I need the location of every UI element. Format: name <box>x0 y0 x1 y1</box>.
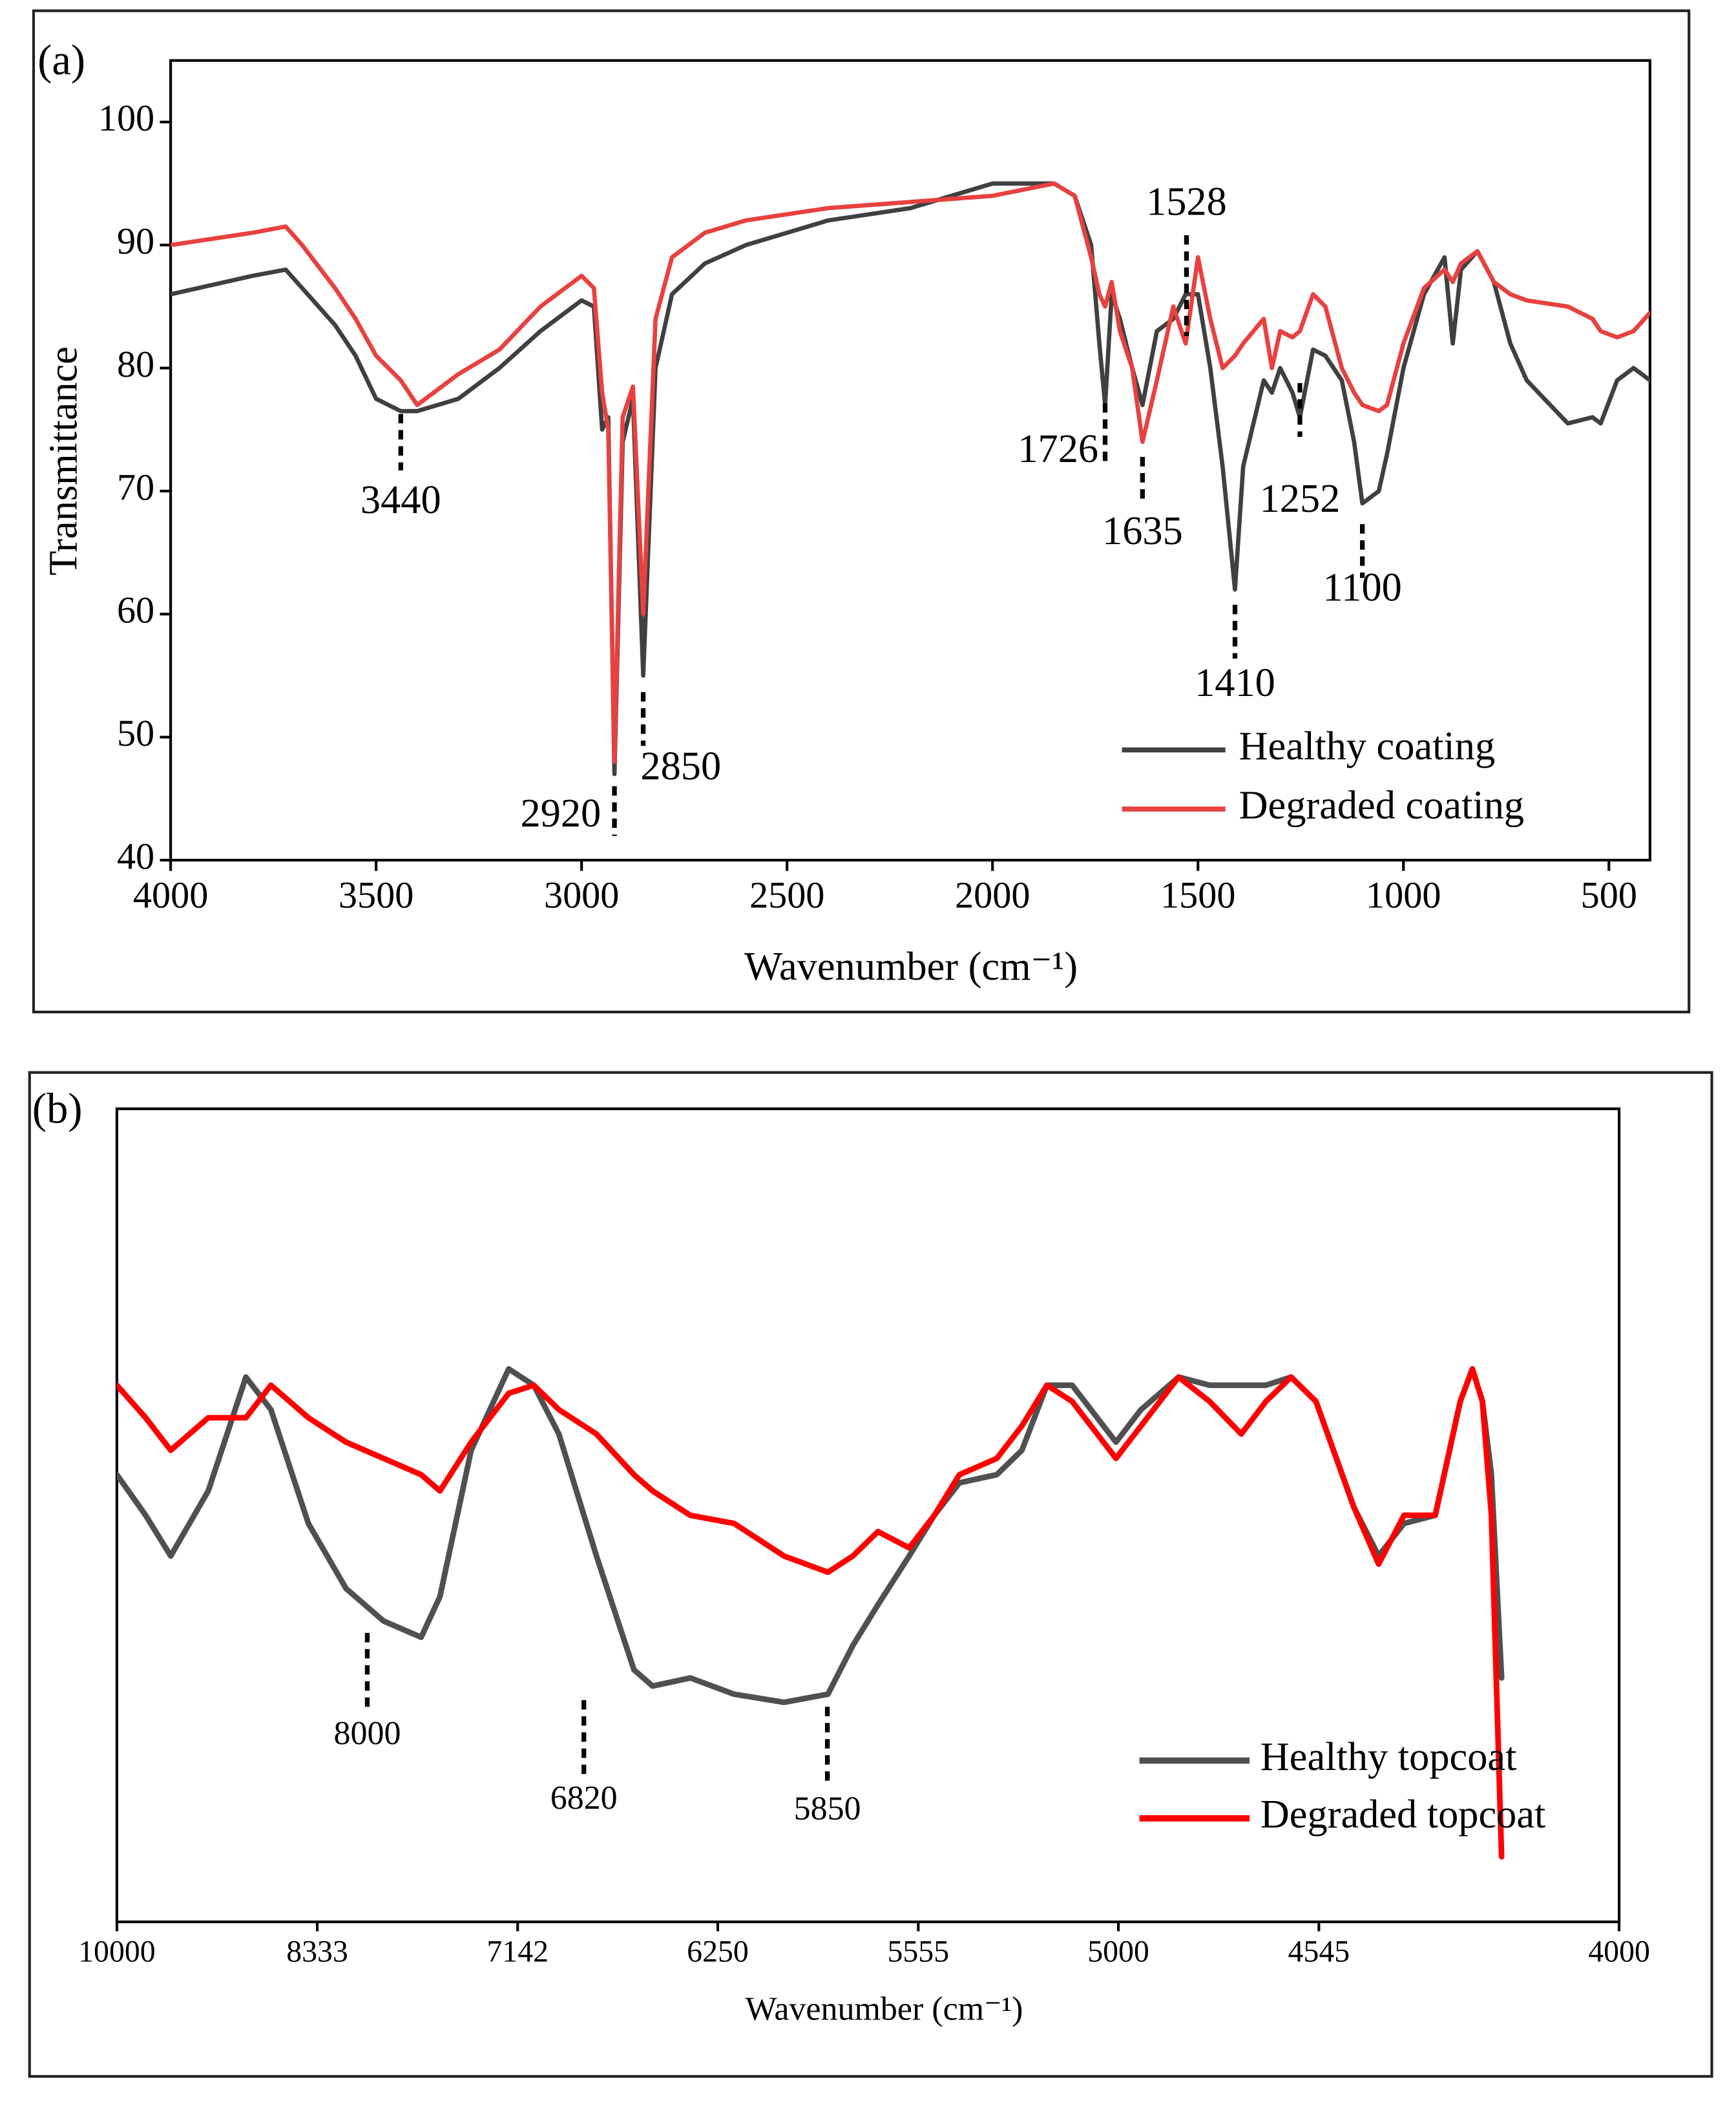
x-tick-label: 3000 <box>544 874 619 916</box>
legend-label: Healthy topcoat <box>1260 1734 1517 1779</box>
y-tick-label: 100 <box>98 97 154 139</box>
y-tick-label: 40 <box>117 835 154 877</box>
y-tick-label: 60 <box>117 589 154 631</box>
x-tick-label: 1500 <box>1160 874 1235 916</box>
peak-label: 3440 <box>361 478 441 522</box>
legend-label: Degraded coating <box>1239 783 1525 827</box>
x-tick-label: 10000 <box>78 1934 156 1968</box>
y-tick-label: 80 <box>117 343 154 385</box>
spectrum-line <box>171 181 1650 764</box>
peak-label: 8000 <box>333 1715 401 1752</box>
panel-a-frame <box>32 9 1691 1014</box>
x-tick-label: 500 <box>1581 874 1637 916</box>
x-axis-label: Wavenumber (cm⁻¹) <box>744 944 1078 989</box>
peak-label: 2850 <box>640 744 721 788</box>
y-tick-label: 50 <box>117 712 154 754</box>
x-tick-label: 5555 <box>887 1934 949 1968</box>
x-tick-label: 5000 <box>1087 1934 1149 1968</box>
plot-area <box>171 181 1650 777</box>
peak-label: 1100 <box>1323 565 1401 609</box>
peak-label: 5850 <box>794 1790 861 1827</box>
x-tick-label: 1000 <box>1366 874 1441 916</box>
y-tick-label: 90 <box>117 220 154 262</box>
x-tick-label: 4000 <box>133 874 208 916</box>
x-tick-label: 2000 <box>955 874 1030 916</box>
x-tick-label: 7142 <box>486 1934 549 1968</box>
plot-box <box>169 59 1651 862</box>
x-tick-label: 6250 <box>687 1934 749 1968</box>
panel-label: (a) <box>37 37 85 84</box>
peak-label: 1252 <box>1260 476 1341 521</box>
legend-label: Healthy coating <box>1239 724 1496 768</box>
peak-label: 1410 <box>1195 660 1275 705</box>
x-tick-label: 2500 <box>749 874 824 916</box>
spectrum-line <box>116 1366 1505 1705</box>
plot-area <box>116 1366 1505 1860</box>
spectrum-line <box>116 1366 1505 1860</box>
panel-label: (b) <box>32 1085 83 1132</box>
x-tick-label: 4000 <box>1588 1934 1650 1968</box>
peak-label: 6820 <box>550 1780 618 1816</box>
y-tick-label: 70 <box>117 466 154 508</box>
legend-label: Degraded topcoat <box>1260 1792 1546 1837</box>
peak-label: 1726 <box>1018 426 1098 471</box>
y-axis-label: Transmittance <box>41 346 85 576</box>
x-tick-label: 3500 <box>339 874 413 916</box>
peak-label: 1528 <box>1146 180 1227 224</box>
peak-label: 1635 <box>1102 509 1183 553</box>
panel-b-frame <box>28 1071 1713 2078</box>
x-tick-label: 8333 <box>286 1934 348 1968</box>
peak-label: 2920 <box>520 791 601 836</box>
plot-box <box>115 1107 1621 1924</box>
x-axis-label: Wavenumber (cm⁻¹) <box>745 1990 1023 2027</box>
x-tick-label: 4545 <box>1288 1934 1350 1968</box>
